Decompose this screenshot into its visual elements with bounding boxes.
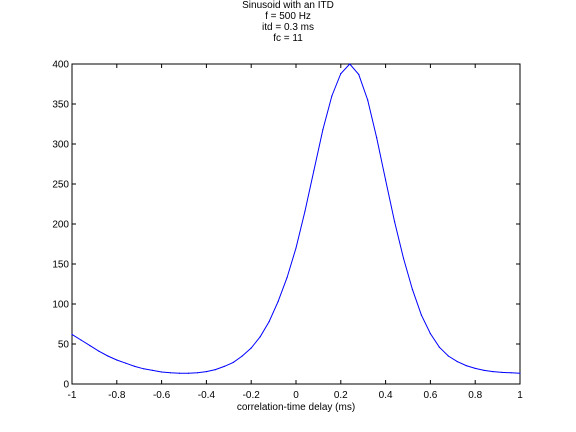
data-point (277, 301, 279, 303)
y-tick-label: 200 (52, 220, 69, 231)
data-point (483, 369, 485, 371)
data-point (116, 359, 118, 361)
data-point (125, 362, 127, 364)
y-tick-label: 250 (52, 180, 69, 191)
x-tick-label: 0.4 (379, 390, 393, 401)
data-point (161, 371, 163, 373)
data-point (367, 99, 369, 101)
y-axis: 0 50 100 150 200 250 300 350 400 (52, 60, 520, 391)
data-point (429, 333, 431, 335)
data-point (465, 365, 467, 367)
data-point (331, 95, 333, 97)
data-point (241, 355, 243, 357)
x-tick-label: -1 (68, 390, 77, 401)
data-point (196, 372, 199, 374)
data-point (322, 129, 324, 131)
y-tick-label: 50 (58, 340, 70, 351)
data-point (250, 347, 252, 349)
chart-title-line: Sinusoid with an ITD (242, 0, 334, 11)
data-point (286, 277, 288, 279)
data-point (205, 371, 207, 373)
data-point (420, 314, 423, 316)
y-tick-label: 100 (52, 300, 69, 311)
data-point (143, 368, 145, 370)
data-point (134, 365, 136, 367)
data-point (71, 333, 73, 335)
data-point (376, 137, 378, 139)
data-point (393, 221, 396, 223)
y-tick-label: 150 (52, 260, 69, 271)
data-point (501, 371, 503, 373)
data-point (80, 339, 82, 341)
y-tick-label: 0 (63, 380, 69, 391)
data-point (340, 73, 342, 75)
x-tick-label: 1 (517, 390, 523, 401)
x-tick-label: -0.4 (198, 390, 216, 401)
data-point (107, 355, 109, 357)
data-point (232, 361, 234, 363)
plot-area (71, 63, 521, 385)
x-axis-label: correlation-time delay (ms) (237, 402, 355, 413)
data-point (349, 63, 351, 65)
data-point (295, 247, 297, 249)
data-point (358, 73, 360, 75)
x-tick-label: 0.2 (334, 390, 348, 401)
data-point (402, 257, 405, 259)
data-point (259, 336, 261, 338)
y-tick-label: 300 (52, 140, 69, 151)
data-point (385, 179, 387, 181)
x-tick-label: -0.2 (243, 390, 261, 401)
data-point (519, 372, 521, 374)
data-point (456, 361, 458, 363)
x-tick-label: 0.6 (423, 390, 437, 401)
chart-title-line: f = 500 Hz (265, 11, 311, 22)
chart-title-line: fc = 11 (273, 33, 303, 44)
data-point (411, 289, 414, 291)
data-point (223, 365, 225, 367)
data-point (510, 372, 512, 374)
chart-title-line: itd = 0.3 ms (262, 22, 314, 33)
y-tick-label: 400 (52, 60, 69, 71)
x-tick-label: -0.8 (108, 390, 126, 401)
x-axis: -1 -0.8 -0.6 -0.4 -0.2 0 0.2 0.4 0.6 0.8 1 (68, 64, 523, 401)
data-point (313, 169, 315, 171)
data-point (98, 350, 100, 352)
chart-title: Sinusoid with an ITD f = 500 Hz itd = 0.… (0, 0, 576, 44)
data-point (152, 369, 154, 371)
data-point (438, 346, 440, 348)
data-point (492, 371, 494, 373)
x-tick-label: -0.6 (153, 390, 171, 401)
data-point (178, 372, 181, 374)
data-point (474, 367, 476, 369)
x-tick-label: 0 (293, 390, 299, 401)
data-point (214, 369, 216, 371)
data-point (304, 210, 306, 212)
x-tick-label: 0.8 (468, 390, 482, 401)
data-point (268, 321, 270, 323)
data-points (71, 63, 521, 374)
data-point (169, 372, 172, 374)
y-tick-label: 350 (52, 100, 69, 111)
data-point (187, 372, 190, 374)
data-point (89, 345, 91, 347)
data-point (447, 355, 449, 357)
